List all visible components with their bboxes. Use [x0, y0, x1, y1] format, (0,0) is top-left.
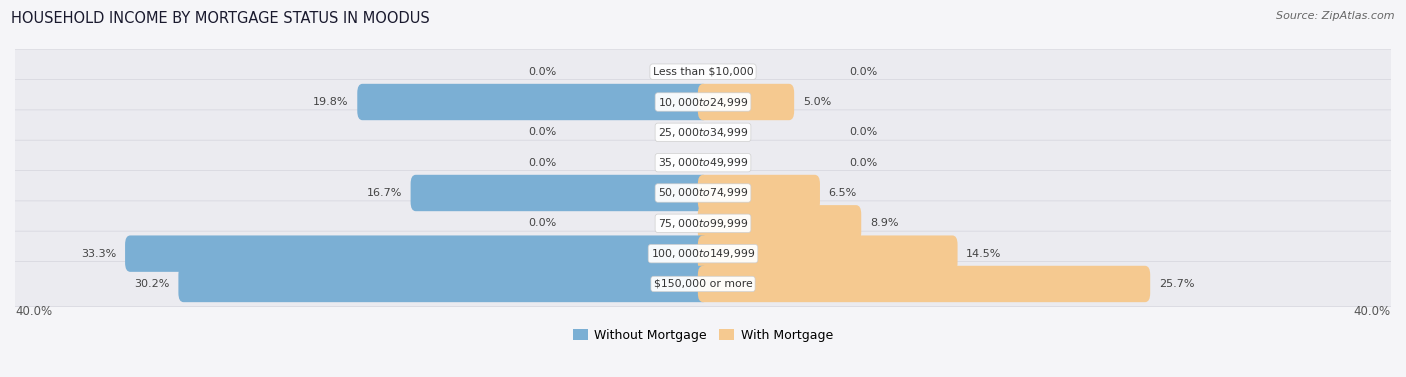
- Text: $25,000 to $34,999: $25,000 to $34,999: [658, 126, 748, 139]
- FancyBboxPatch shape: [10, 140, 1396, 185]
- FancyBboxPatch shape: [10, 201, 1396, 246]
- Text: $75,000 to $99,999: $75,000 to $99,999: [658, 217, 748, 230]
- Text: 0.0%: 0.0%: [529, 127, 557, 137]
- FancyBboxPatch shape: [10, 231, 1396, 276]
- Text: $150,000 or more: $150,000 or more: [654, 279, 752, 289]
- FancyBboxPatch shape: [697, 175, 820, 211]
- FancyBboxPatch shape: [411, 175, 709, 211]
- FancyBboxPatch shape: [10, 49, 1396, 94]
- Text: 0.0%: 0.0%: [849, 158, 877, 168]
- FancyBboxPatch shape: [10, 262, 1396, 307]
- Text: $100,000 to $149,999: $100,000 to $149,999: [651, 247, 755, 260]
- Text: Less than $10,000: Less than $10,000: [652, 67, 754, 77]
- Text: 19.8%: 19.8%: [314, 97, 349, 107]
- Text: HOUSEHOLD INCOME BY MORTGAGE STATUS IN MOODUS: HOUSEHOLD INCOME BY MORTGAGE STATUS IN M…: [11, 11, 430, 26]
- Text: 6.5%: 6.5%: [828, 188, 856, 198]
- Text: 30.2%: 30.2%: [135, 279, 170, 289]
- Text: 0.0%: 0.0%: [849, 67, 877, 77]
- Text: $50,000 to $74,999: $50,000 to $74,999: [658, 187, 748, 199]
- Text: 16.7%: 16.7%: [367, 188, 402, 198]
- FancyBboxPatch shape: [697, 205, 862, 242]
- Text: 5.0%: 5.0%: [803, 97, 831, 107]
- Text: 0.0%: 0.0%: [529, 218, 557, 228]
- Text: 0.0%: 0.0%: [529, 158, 557, 168]
- FancyBboxPatch shape: [697, 84, 794, 120]
- Text: 40.0%: 40.0%: [15, 305, 52, 318]
- Text: 0.0%: 0.0%: [529, 67, 557, 77]
- Legend: Without Mortgage, With Mortgage: Without Mortgage, With Mortgage: [574, 329, 832, 342]
- FancyBboxPatch shape: [697, 266, 1150, 302]
- Text: 14.5%: 14.5%: [966, 249, 1001, 259]
- FancyBboxPatch shape: [179, 266, 709, 302]
- Text: 33.3%: 33.3%: [82, 249, 117, 259]
- FancyBboxPatch shape: [10, 170, 1396, 215]
- FancyBboxPatch shape: [10, 80, 1396, 124]
- FancyBboxPatch shape: [125, 236, 709, 272]
- Text: $35,000 to $49,999: $35,000 to $49,999: [658, 156, 748, 169]
- Text: 0.0%: 0.0%: [849, 127, 877, 137]
- Text: 8.9%: 8.9%: [870, 218, 898, 228]
- Text: 25.7%: 25.7%: [1159, 279, 1194, 289]
- Text: $10,000 to $24,999: $10,000 to $24,999: [658, 95, 748, 109]
- Text: 40.0%: 40.0%: [1354, 305, 1391, 318]
- FancyBboxPatch shape: [697, 236, 957, 272]
- FancyBboxPatch shape: [357, 84, 709, 120]
- Text: Source: ZipAtlas.com: Source: ZipAtlas.com: [1277, 11, 1395, 21]
- FancyBboxPatch shape: [10, 110, 1396, 155]
